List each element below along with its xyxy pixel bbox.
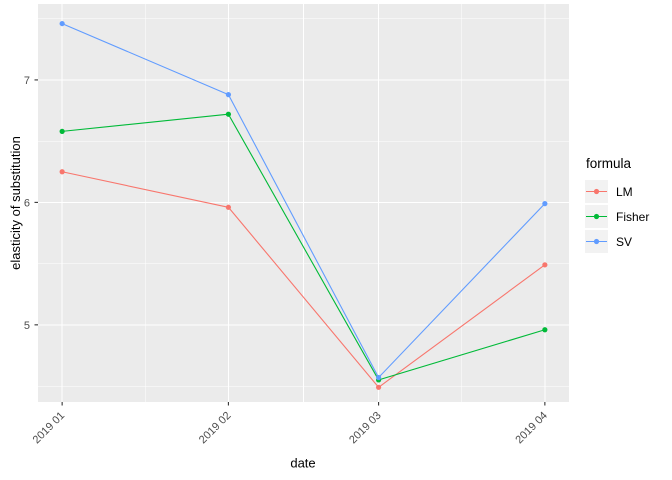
x-axis-title: date <box>290 455 316 471</box>
legend-key-glyph <box>586 238 607 245</box>
legend-item-label: SV <box>616 234 633 249</box>
legend-items: LM Fisher SV <box>585 180 649 253</box>
legend-title: formula <box>586 156 632 171</box>
data-point-SV <box>225 92 232 98</box>
x-tick-label: 2019 04 <box>513 410 550 447</box>
legend-item-SV: SV <box>585 230 649 253</box>
data-point-LM <box>59 169 65 175</box>
legend-key-swatch <box>585 180 608 203</box>
y-tick-label: 7 <box>24 75 30 87</box>
legend-item-label: Fisher <box>616 209 650 224</box>
series-line-Fisher <box>62 113 546 381</box>
data-point-LM <box>542 262 548 268</box>
legend-item-label: LM <box>616 184 633 199</box>
legend-key-glyph <box>586 213 607 220</box>
data-point-SV <box>59 20 65 27</box>
legend: formula LM Fisher SV <box>585 156 649 255</box>
y-axis-title: elasticity of substitution <box>8 136 23 270</box>
x-tick-label: 2019 02 <box>197 410 234 447</box>
data-point-Fisher <box>225 111 232 117</box>
data-point-SV <box>542 201 548 207</box>
legend-key-glyph <box>586 188 607 195</box>
data-point-LM <box>225 204 232 210</box>
data-point-LM <box>375 384 382 390</box>
data-point-SV <box>375 374 382 381</box>
legend-item-LM: LM <box>585 180 649 203</box>
legend-key-swatch <box>585 205 608 228</box>
legend-key-swatch <box>585 230 608 253</box>
data-point-Fisher <box>59 128 65 134</box>
series-line-LM <box>62 171 546 388</box>
x-tick-label: 2019 01 <box>31 410 68 447</box>
series-line-SV <box>61 23 546 379</box>
x-tick-label: 2019 03 <box>347 410 384 447</box>
y-tick-label: 6 <box>24 197 30 209</box>
data-point-Fisher <box>542 327 548 333</box>
y-tick-label: 5 <box>24 320 30 332</box>
legend-item-Fisher: Fisher <box>585 205 649 228</box>
